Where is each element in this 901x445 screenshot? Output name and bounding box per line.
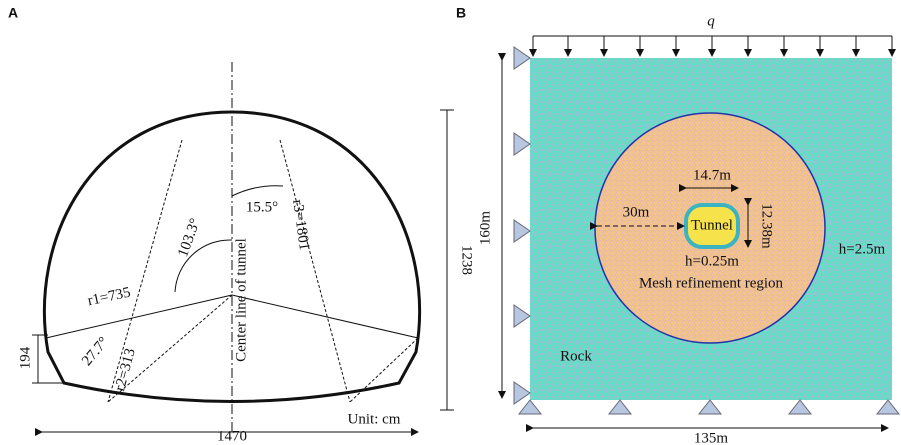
tunnel-height-label: 12.38m <box>759 203 775 249</box>
width-label: 1470 <box>217 428 247 444</box>
center-line-label: Center line of tunnel <box>233 238 249 362</box>
rock-label: Rock <box>560 348 592 364</box>
panel-a: A 1470 1238 194 r1=735 r2=313 r3=1801 10… <box>8 5 475 445</box>
angle-label: 15.5° <box>246 199 278 215</box>
distance-label: 30m <box>623 204 650 220</box>
panel-label: A <box>8 5 18 21</box>
height-label: 1238 <box>459 245 475 275</box>
panel-label: B <box>456 5 466 21</box>
load-label: q <box>707 13 715 29</box>
tunnel-label: Tunnel <box>691 217 733 233</box>
angle-label: 27.7° <box>79 334 112 369</box>
wall-height-label: 194 <box>17 346 33 369</box>
height-label: 160m <box>477 211 493 246</box>
angle-label: 103.3° <box>175 216 204 259</box>
r1-label: r1=735 <box>86 285 132 310</box>
mesh-size-label: h=0.25m <box>685 253 739 269</box>
width-label: 135m <box>694 430 729 445</box>
tunnel-width-label: 14.7m <box>693 167 731 183</box>
load <box>533 36 892 56</box>
r2-label: r2=313 <box>112 347 139 393</box>
r3-label: r3=1801 <box>289 199 312 252</box>
mesh-size-label: h=2.5m <box>839 241 886 257</box>
unit-label: Unit: cm <box>348 411 401 427</box>
figure: A 1470 1238 194 r1=735 r2=313 r3=1801 10… <box>0 0 901 445</box>
panel-b: B q 160m 135m 14.7m 12.38m 30m Tunnel h=… <box>456 5 899 445</box>
region-label: Mesh refinement region <box>639 275 784 291</box>
